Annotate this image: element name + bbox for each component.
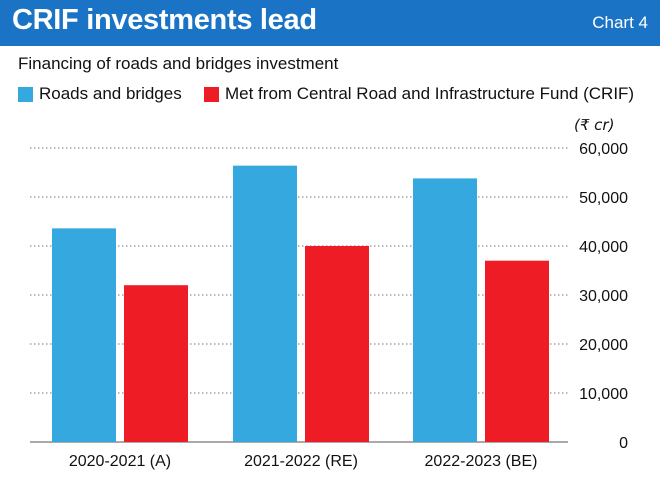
bar-crif-0 bbox=[124, 285, 188, 442]
chart-title: CRIF investments lead bbox=[12, 4, 317, 36]
y-tick-label: 50,000 bbox=[579, 190, 628, 207]
x-category-label: 2021-2022 (RE) bbox=[244, 453, 358, 470]
bar-crif-1 bbox=[305, 246, 369, 442]
legend-swatch-crif bbox=[204, 87, 219, 102]
y-tick-label: 10,000 bbox=[579, 386, 628, 403]
bar-crif-2 bbox=[485, 260, 549, 442]
legend-label-crif: Met from Central Road and Infrastructure… bbox=[225, 84, 635, 103]
bar-roads-0 bbox=[52, 228, 116, 442]
legend-label-roads: Roads and bridges bbox=[39, 84, 182, 103]
y-tick-label: 40,000 bbox=[579, 239, 628, 256]
x-category-label: 2022-2023 (BE) bbox=[425, 453, 538, 470]
chart-header: CRIF investments lead Chart 4 bbox=[0, 0, 660, 46]
y-tick-label: 60,000 bbox=[579, 141, 628, 158]
y-tick-label: 20,000 bbox=[579, 337, 628, 354]
chart-number-tag: Chart 4 bbox=[592, 13, 648, 32]
y-tick-label: 0 bbox=[619, 435, 628, 452]
x-category-label: 2020-2021 (A) bbox=[69, 453, 171, 470]
chart-subtitle: Financing of roads and bridges investmen… bbox=[18, 54, 339, 73]
bar-roads-1 bbox=[233, 165, 297, 442]
legend-swatch-roads bbox=[18, 87, 33, 102]
y-tick-label: 30,000 bbox=[579, 288, 628, 305]
y-axis-unit-label: (₹ cr) bbox=[574, 116, 615, 134]
bar-roads-2 bbox=[413, 178, 477, 442]
